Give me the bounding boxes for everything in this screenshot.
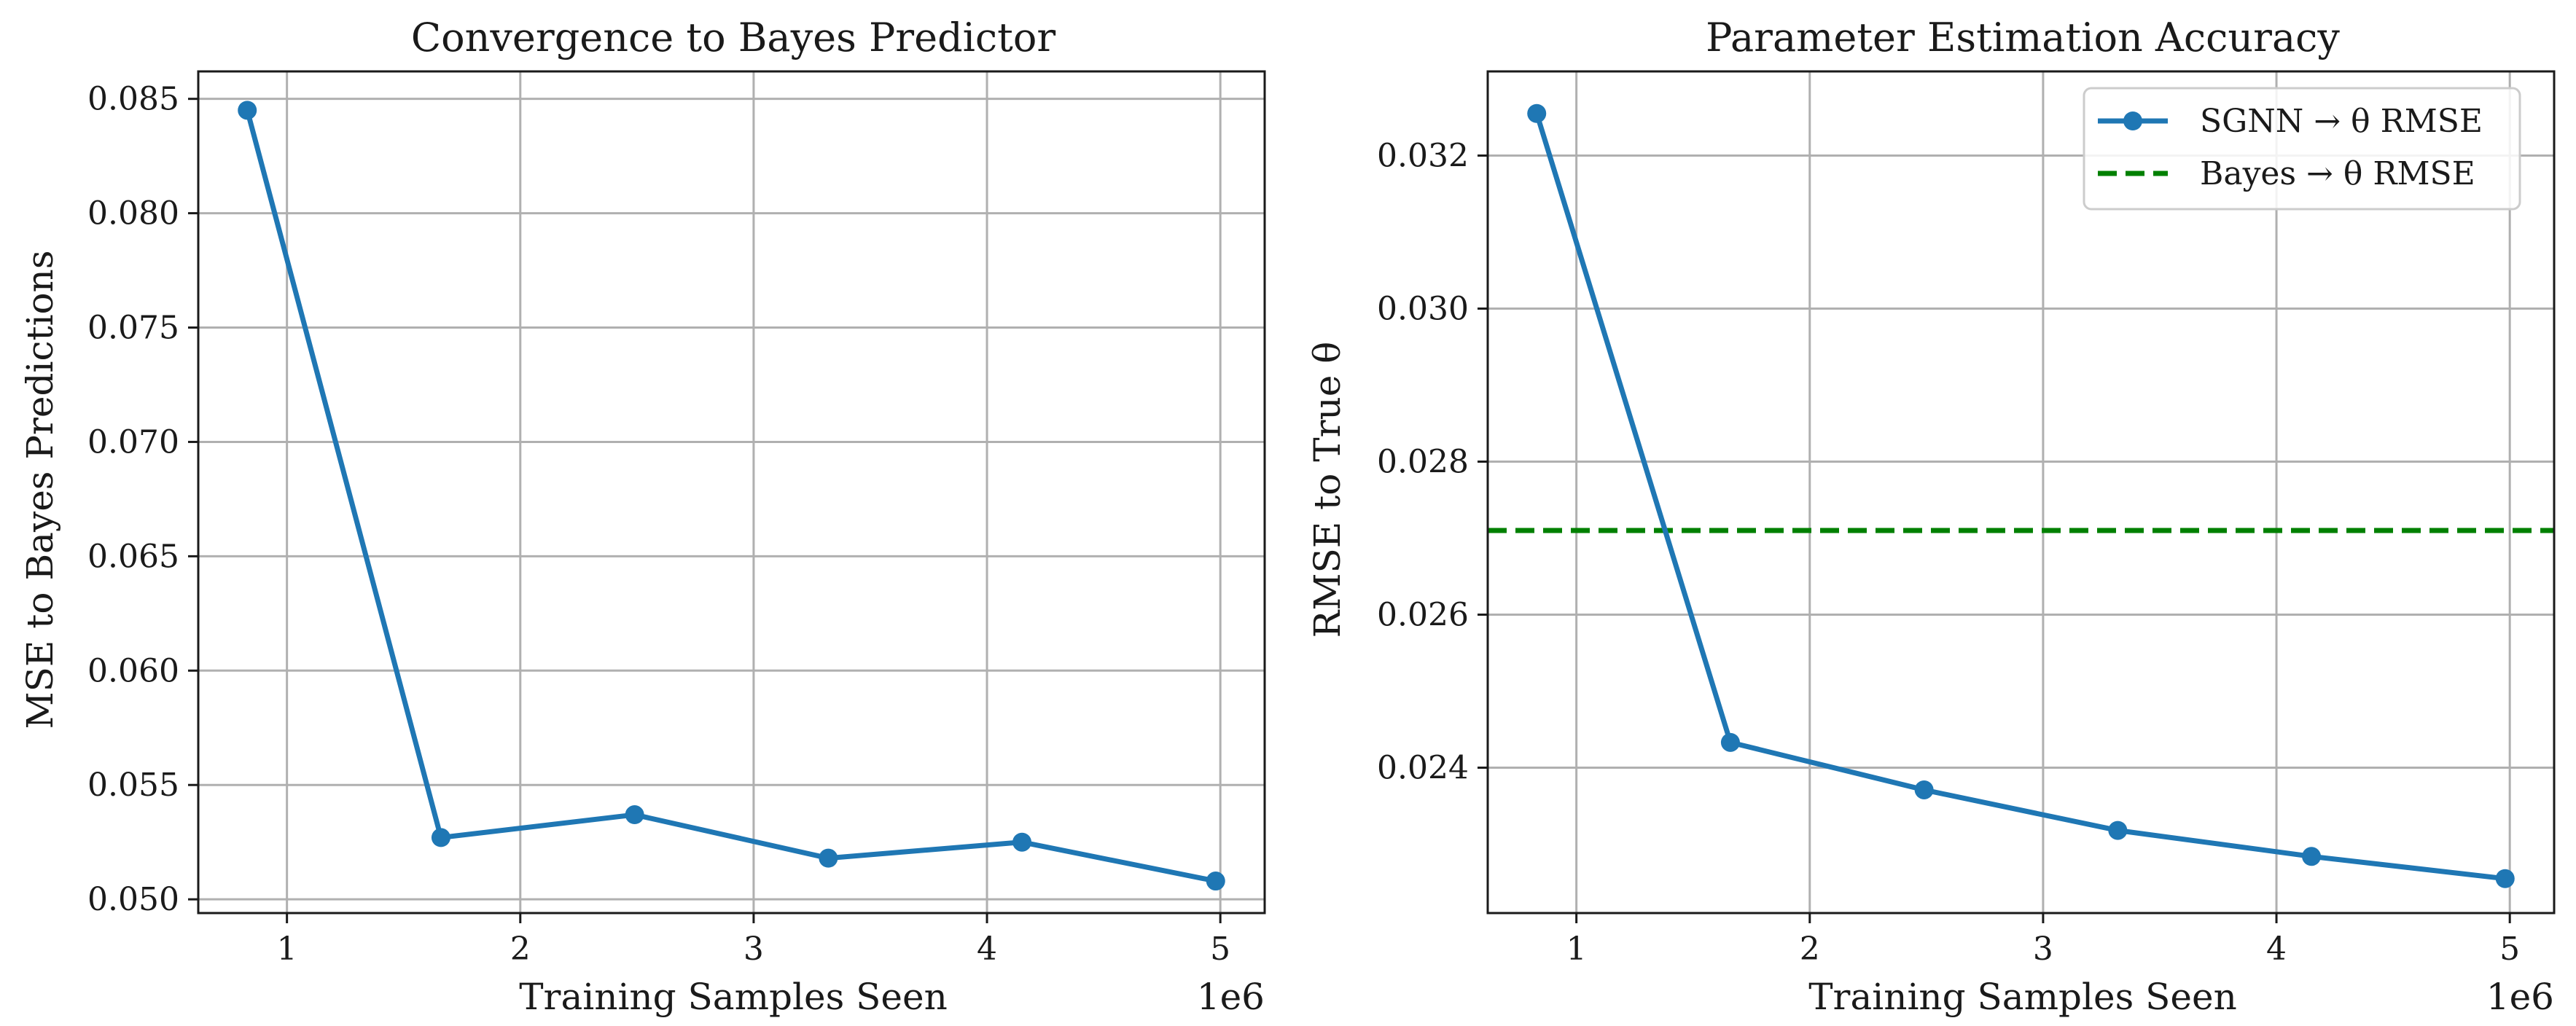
right-x-tick-label-3: 4 <box>2266 931 2287 968</box>
right-data-point-5 <box>2495 869 2515 888</box>
right-y-axis-label: RMSE to True θ <box>1306 342 1349 638</box>
right-data-point-2 <box>1914 780 1934 799</box>
left-x-tick-label-0: 1 <box>277 931 297 968</box>
right-data-point-1 <box>1720 732 1740 752</box>
right-y-tick-label-2: 0.028 <box>1377 444 1469 481</box>
right-chart-title: Parameter Estimation Accuracy <box>1706 15 2340 60</box>
left-y-tick-label-0: 0.050 <box>87 881 179 918</box>
left-data-point-5 <box>1206 872 1225 891</box>
legend-frame <box>2083 87 2521 211</box>
right-x-offset-label: 1e6 <box>2486 976 2554 1018</box>
left-chart-title: Convergence to Bayes Predictor <box>411 15 1056 60</box>
left-y-tick-label-7: 0.085 <box>87 81 179 118</box>
left-y-tick-label-5: 0.075 <box>87 310 179 347</box>
left-x-offset-label: 1e6 <box>1197 976 1265 1018</box>
left-y-axis-label: MSE to Bayes Predictions <box>19 250 61 729</box>
right-legend: SGNN → θ RMSE Bayes → θ RMSE <box>2083 87 2521 211</box>
left-data-point-1 <box>431 828 450 847</box>
legend-sgnn-label: SGNN → θ RMSE <box>2200 103 2483 140</box>
right-y-tick-label-4: 0.032 <box>1377 138 1469 175</box>
left-x-axis-label: Training Samples Seen <box>519 976 948 1018</box>
left-x-tick-label-3: 4 <box>977 931 997 968</box>
left-axes-frame <box>197 70 1266 915</box>
right-series-line-0 <box>1534 111 2508 882</box>
left-y-tick-label-3: 0.065 <box>87 538 179 575</box>
right-y-tick-label-0: 0.024 <box>1377 750 1469 787</box>
right-plot-area: 1 2 3 4 5 0.024 0.026 0.028 0.030 0.032 <box>1377 70 2556 968</box>
left-data-point-0 <box>238 101 257 120</box>
right-x-tick-label-2: 3 <box>2033 931 2053 968</box>
left-y-tick-label-4: 0.070 <box>87 423 179 461</box>
left-x-tick-label-4: 5 <box>1210 931 1230 968</box>
legend-bayes-label: Bayes → θ RMSE <box>2200 155 2475 192</box>
right-x-tick-label-4: 5 <box>2499 931 2520 968</box>
right-panel: Parameter Estimation Accuracy Training S… <box>1306 15 2556 1018</box>
right-x-tick-label-1: 2 <box>1800 931 1820 968</box>
left-y-tick-label-2: 0.060 <box>87 652 179 689</box>
left-x-tick-label-2: 3 <box>743 931 764 968</box>
left-y-tick-label-6: 0.080 <box>87 195 179 232</box>
right-data-point-3 <box>2108 821 2128 840</box>
left-plot-area: 1 2 3 4 5 0.050 0.055 0.060 0.065 0.070 0.075 0.080… <box>87 70 1266 968</box>
left-data-point-4 <box>1012 832 1032 852</box>
left-series-line-0 <box>244 107 1219 884</box>
right-x-axis-label: Training Samples Seen <box>1808 976 2237 1018</box>
legend-sgnn-marker-swatch <box>2123 111 2142 130</box>
left-data-point-3 <box>819 848 838 868</box>
right-data-point-4 <box>2302 847 2322 866</box>
right-axes-frame <box>1486 70 2556 915</box>
left-x-tick-label-1: 2 <box>510 931 531 968</box>
right-x-tick-label-0: 1 <box>1566 931 1587 968</box>
left-data-point-2 <box>625 805 644 825</box>
right-y-tick-label-3: 0.030 <box>1377 291 1469 328</box>
left-y-tick-label-1: 0.055 <box>87 767 179 804</box>
right-data-point-0 <box>1527 103 1547 123</box>
left-panel: Convergence to Bayes Predictor Training … <box>19 15 1266 1018</box>
right-y-tick-label-1: 0.026 <box>1377 597 1469 634</box>
